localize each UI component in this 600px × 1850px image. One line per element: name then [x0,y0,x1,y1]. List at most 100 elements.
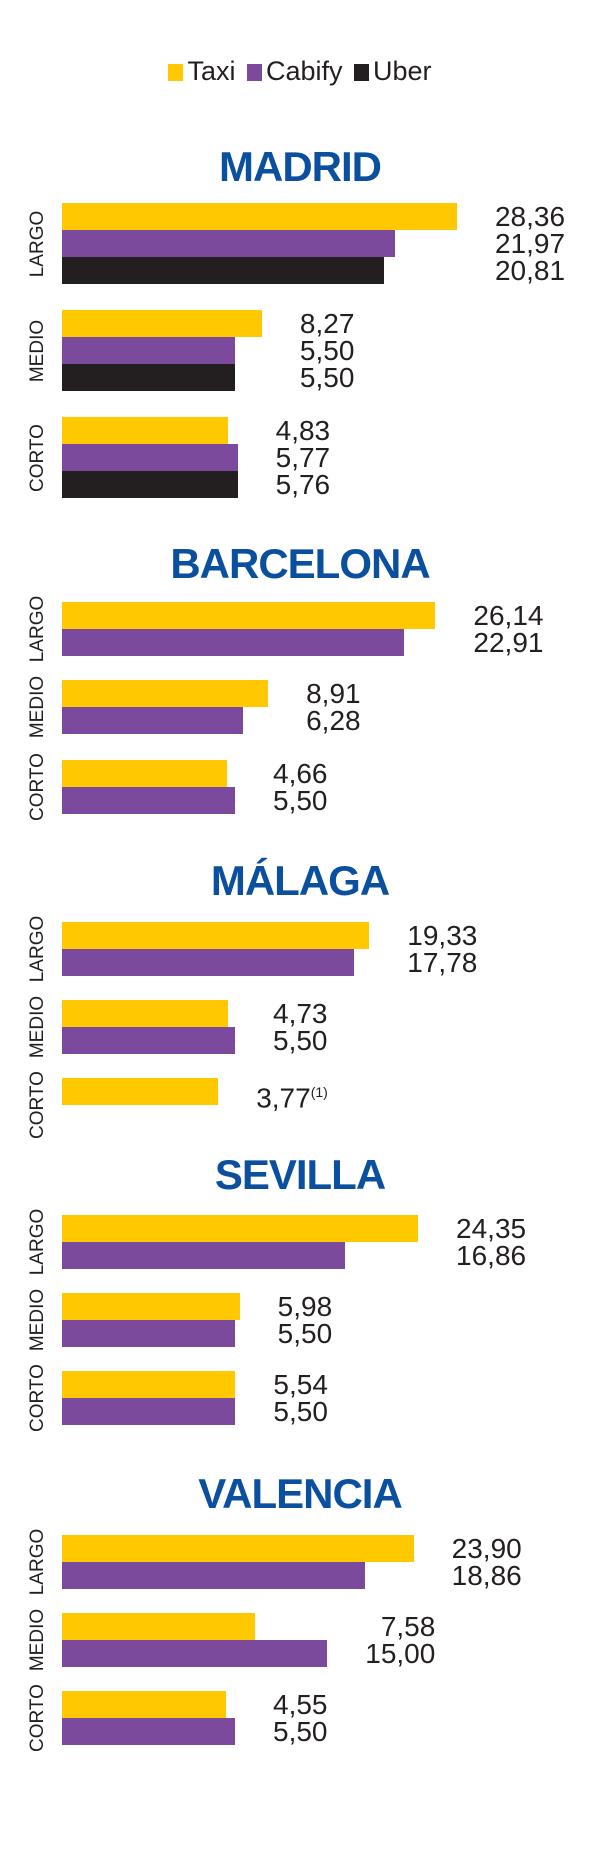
data-label-value: 4,73 [273,998,328,1029]
category-label: MEDIO [27,675,48,739]
data-label-value: 5,50 [277,1318,333,1349]
bar-taxi [62,1613,256,1640]
data-label-cabify: 15,00 [365,1638,436,1669]
value-labels: 23,90 18,86 [451,1533,522,1591]
data-label-value: 5,77 [275,442,331,473]
data-label-cabify: 22,91 [473,627,544,658]
value-labels: 5,54 5,50 [273,1369,328,1427]
data-label-taxi: 5,54 [273,1369,328,1400]
data-label-taxi: 4,66 [273,758,328,789]
bar-taxi [62,1371,236,1398]
value-labels: 4,73 5,50 [273,998,328,1056]
panel-title: MADRID [219,143,382,190]
legend-item-taxi: Taxi [168,56,235,87]
data-label-cabify: 16,86 [456,1240,527,1271]
data-label-cabify: 18,86 [451,1560,522,1591]
data-label-taxi: 8,27 [299,308,355,339]
data-label-value: 4,66 [273,758,328,789]
data-label-cabify: 5,50 [273,1396,328,1427]
bar-uber [62,364,235,391]
data-label-value: 7,58 [380,1611,436,1642]
data-label-value: 5,50 [273,1025,328,1056]
value-labels: 28,36 21,97 20,81 [494,201,566,285]
data-label-taxi: 7,58 [365,1611,436,1642]
panel-title: VALENCIA [198,1470,403,1517]
data-label-value: 15,00 [365,1638,436,1669]
bar-taxi [62,1535,414,1562]
category-label: LARGO [27,915,48,983]
panel-title: MÁLAGA [210,857,390,904]
data-label-value: 4,83 [275,415,331,446]
legend-label: Uber [373,56,432,86]
data-label-value: 6,28 [306,705,361,736]
value-labels: 4,66 5,50 [273,758,328,816]
category-label: LARGO [27,595,48,663]
data-label-cabify: 17,78 [407,949,477,977]
legend-label: Taxi [187,56,236,86]
legend-item-cabify: Cabify [246,56,343,87]
data-label-taxi: 8,91 [306,680,361,708]
data-label-value: 5,76 [275,469,331,500]
category-label: MEDIO [27,995,48,1059]
category-label: MEDIO [27,1608,48,1672]
legend-swatch-cabify [246,64,262,81]
data-label-cabify: 5,50 [299,335,355,366]
legend-swatch-uber [354,64,370,81]
bar-taxi [62,680,269,707]
bar-cabify [62,1398,235,1425]
bar-cabify [62,1562,365,1589]
legend-swatch-taxi [168,64,184,81]
bar-uber [62,257,384,284]
category-label: MEDIO [27,319,48,382]
data-label-value: 21,97 [494,228,566,259]
bar-cabify [62,1320,235,1347]
data-label-value: 28,36 [494,201,566,232]
value-labels: 4,55 5,50 [273,1691,328,1746]
data-label-value: 5,50 [299,335,355,366]
data-label-cabify: 6,28 [306,705,361,736]
bar-taxi [62,1000,228,1027]
category-label: LARGO [27,1528,48,1596]
data-label-value: 5,54 [273,1369,328,1400]
data-label-value: 18,86 [451,1560,522,1591]
category-label: MEDIO [27,1288,48,1352]
chart-legend: Taxi Cabify Uber [0,56,600,87]
category-label: CORTO [27,1364,48,1432]
bar-cabify [62,1027,235,1054]
bar-cabify [62,1242,346,1269]
data-label-value: 5,50 [299,362,355,393]
data-label-taxi: 28,36 [494,201,566,232]
legend-item-uber: Uber [354,56,432,87]
bar-cabify [62,629,405,656]
category-label: LARGO [27,210,48,277]
data-label-taxi: 4,55 [273,1691,328,1719]
data-label-taxi: 23,90 [451,1533,522,1564]
data-label-taxi: 4,83 [275,415,331,446]
data-label-uber: 5,76 [275,469,331,500]
value-labels: 8,91 6,28 [306,680,361,736]
category-label: CORTO [27,1071,48,1139]
data-label-value: 5,50 [273,785,328,816]
data-label-cabify: 5,50 [273,785,328,816]
data-label-value: 8,27 [299,308,355,339]
value-labels: 5,98 5,50 [277,1293,333,1349]
value-labels: 26,14 22,91 [473,600,544,658]
bar-cabify [62,1640,328,1667]
data-label-value: 26,14 [473,600,544,631]
data-label-value: 19,33 [407,920,478,951]
category-label: CORTO [27,753,48,821]
data-label-value: 22,91 [473,627,544,658]
data-label-value: 16,86 [456,1240,527,1271]
data-label-value: 23,90 [451,1533,522,1564]
category-label: LARGO [27,1208,48,1276]
data-label-value: 24,35 [456,1213,527,1244]
data-label-taxi: 5,98 [278,1293,333,1321]
data-label-taxi: 26,14 [473,600,544,631]
data-label-taxi: 19,33 [407,920,478,951]
data-label-value: 5,50 [273,1396,328,1427]
data-label-value: 3,77 [256,1082,311,1114]
data-label-cabify: 5,77 [275,442,331,473]
bar-cabify [62,444,238,471]
data-label-cabify: 21,97 [494,228,566,259]
panel-title: BARCELONA [170,540,430,587]
